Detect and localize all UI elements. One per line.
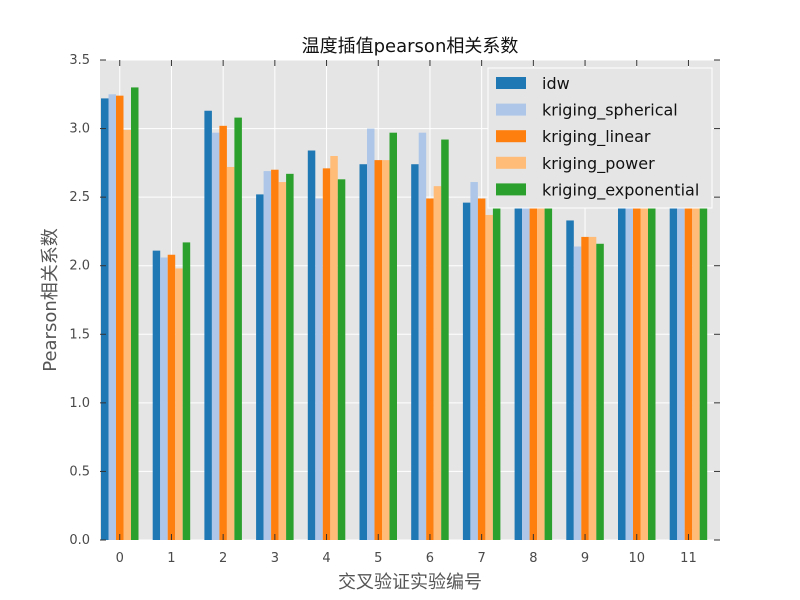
bar-kriging_exponential-2 <box>234 117 242 540</box>
bar-kriging_linear-10 <box>633 206 641 540</box>
bar-kriging_spherical-1 <box>160 257 168 540</box>
bar-kriging_exponential-7 <box>492 206 501 540</box>
y-tick-label: 0.0 <box>69 533 90 548</box>
bar-idw-7 <box>462 202 471 540</box>
bar-idw-8 <box>514 206 523 540</box>
bar-kriging_spherical-9 <box>573 246 582 540</box>
bar-idw-4 <box>307 150 316 540</box>
legend-label-kriging_linear: kriging_linear <box>542 127 651 147</box>
y-tick-label: 2.0 <box>69 259 90 274</box>
x-tick-label: 3 <box>271 551 279 566</box>
bar-idw-10 <box>618 206 626 540</box>
bar-kriging_power-10 <box>640 206 648 540</box>
y-tick-label: 1.5 <box>69 327 90 342</box>
bar-kriging_linear-1 <box>167 254 176 540</box>
bar-kriging_linear-7 <box>477 198 486 540</box>
bar-idw-2 <box>204 110 212 540</box>
x-tick-label: 6 <box>426 551 434 566</box>
x-tick-label: 5 <box>374 551 382 566</box>
bar-kriging_power-8 <box>537 206 545 540</box>
bar-kriging_spherical-5 <box>367 128 375 541</box>
y-tick-label: 0.5 <box>69 464 90 479</box>
y-tick-label: 1.0 <box>69 396 90 411</box>
bar-idw-9 <box>566 220 574 540</box>
x-tick-label: 4 <box>322 551 330 566</box>
bar-kriging_power-5 <box>382 160 390 540</box>
legend-swatch-kriging_linear <box>496 130 526 143</box>
x-tick-label: 7 <box>478 551 486 566</box>
axes: 0.0 0.5 1.0 1.5 2.0 2.5 3.0 3.5 0 1 2 3 4 5 6 7 8 9 10 11 <box>69 53 720 566</box>
bar-kriging_spherical-6 <box>418 132 427 540</box>
bar-kriging_linear-11 <box>684 206 693 540</box>
bar-idw-0 <box>101 98 109 541</box>
bar-kriging_linear-0 <box>116 95 124 541</box>
bar-kriging_power-9 <box>588 236 597 540</box>
x-axis-title: 交叉验证实验编号 <box>338 572 482 593</box>
bar-kriging_linear-3 <box>271 169 279 540</box>
bar-idw-5 <box>359 164 367 540</box>
x-tick-label: 9 <box>581 551 589 566</box>
x-tick-label: 1 <box>167 551 175 566</box>
bar-kriging_spherical-7 <box>470 182 478 541</box>
bar-kriging_exponential-10 <box>648 206 656 540</box>
bar-kriging_spherical-3 <box>263 171 272 541</box>
bar-kriging_exponential-11 <box>699 206 708 540</box>
legend-label-idw: idw <box>542 74 570 93</box>
legend-swatch-idw <box>496 77 526 89</box>
bar-kriging_power-1 <box>175 268 183 540</box>
y-tick-label: 3.5 <box>69 53 90 68</box>
bar-kriging_spherical-2 <box>211 132 220 540</box>
bar-kriging_exponential-0 <box>131 87 139 540</box>
x-tick-label: 8 <box>529 551 537 566</box>
bar-kriging_linear-2 <box>219 125 227 540</box>
bar-idw-3 <box>256 194 264 540</box>
bar-kriging_linear-9 <box>581 236 589 540</box>
bar-kriging_exponential-5 <box>389 132 397 540</box>
bar-kriging_spherical-0 <box>108 94 116 541</box>
x-tick-label: 10 <box>628 551 645 566</box>
bar-idw-1 <box>152 250 161 540</box>
bar-idw-11 <box>669 206 678 540</box>
bar-kriging_exponential-3 <box>286 173 294 541</box>
x-tick-label: 2 <box>219 551 227 566</box>
y-tick-label: 3.0 <box>69 122 90 137</box>
bar-idw-6 <box>411 164 419 540</box>
bar-kriging_power-6 <box>433 186 442 540</box>
bar-kriging_exponential-8 <box>544 206 553 540</box>
legend-swatch-kriging_spherical <box>496 103 526 116</box>
legend-label-kriging_power: kriging_power <box>542 154 655 174</box>
legend-swatch-kriging_exponential <box>496 183 526 196</box>
x-tick-label: 11 <box>680 551 697 566</box>
bar-kriging_power-0 <box>123 129 131 540</box>
bar-kriging_linear-8 <box>529 206 538 540</box>
legend-label-kriging_spherical: kriging_spherical <box>542 101 678 121</box>
legend: idw kriging_spherical kriging_linearkrigin… <box>487 67 713 209</box>
bar-kriging_power-4 <box>330 156 338 540</box>
legend-label-kriging_exponential: kriging_exponential <box>542 180 699 200</box>
bar-kriging_exponential-9 <box>596 243 604 540</box>
bar-kriging_power-2 <box>226 166 235 540</box>
bar-kriging_power-7 <box>485 214 493 540</box>
y-axis-title: Pearson相关系数 <box>40 228 61 372</box>
bar-kriging_linear-6 <box>426 198 434 540</box>
bars <box>101 87 708 541</box>
bar-kriging_spherical-10 <box>625 206 633 540</box>
bar-kriging_spherical-4 <box>315 198 323 540</box>
bar-kriging_exponential-6 <box>441 139 449 541</box>
bar-kriging_linear-4 <box>322 168 331 541</box>
bar-kriging_spherical-11 <box>677 206 685 540</box>
chart-title: 温度插值pearson相关系数 <box>302 36 519 57</box>
y-tick-label: 2.5 <box>69 190 90 205</box>
bar-kriging_linear-5 <box>374 160 382 540</box>
bar-kriging_exponential-4 <box>337 179 346 541</box>
bar-kriging_power-3 <box>278 182 287 541</box>
bar-kriging_spherical-8 <box>522 206 530 540</box>
bar-kriging_exponential-1 <box>182 242 191 540</box>
legend-swatch-kriging_power <box>496 156 526 169</box>
bar-kriging_power-11 <box>692 206 700 540</box>
x-tick-label: 0 <box>116 551 124 566</box>
